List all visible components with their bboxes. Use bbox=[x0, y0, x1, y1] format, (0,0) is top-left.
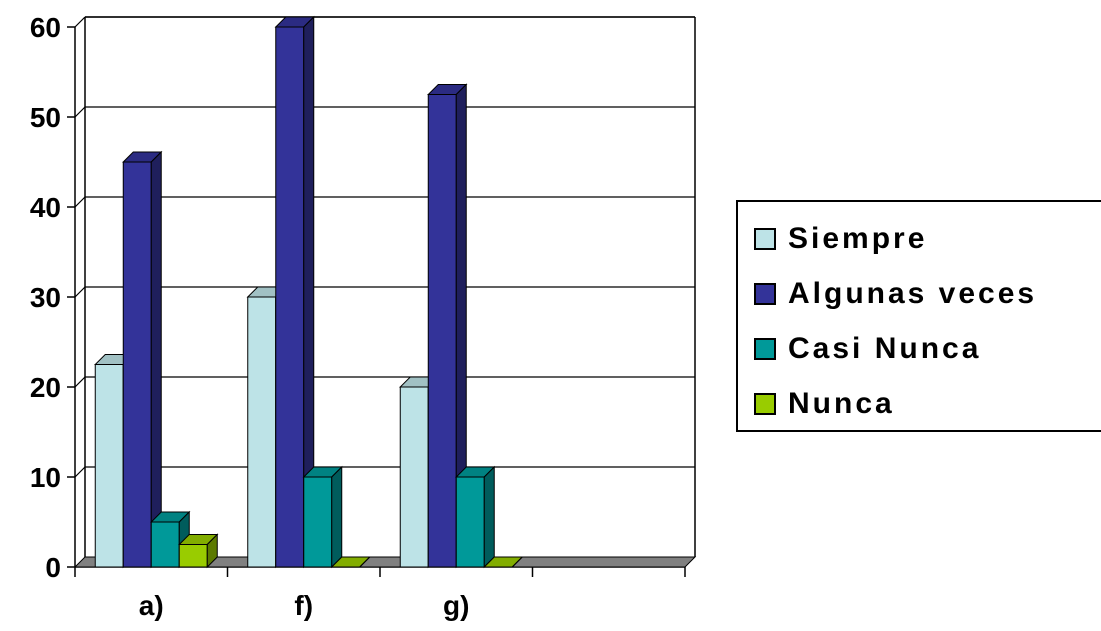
bar-front bbox=[94, 364, 124, 568]
gridline-side bbox=[74, 16, 86, 28]
y-tick-label: 0 bbox=[45, 552, 61, 583]
bar-front bbox=[399, 386, 429, 568]
x-tick-label: a) bbox=[139, 590, 164, 621]
bar-side bbox=[206, 533, 218, 569]
x-tick-label: f) bbox=[294, 590, 313, 621]
bar bbox=[455, 465, 496, 569]
bar bbox=[483, 556, 524, 568]
y-tick-label: 20 bbox=[30, 372, 61, 403]
y-tick-label: 50 bbox=[30, 102, 61, 133]
legend-item-nunca: Nunca bbox=[754, 387, 895, 421]
gridline-side bbox=[74, 196, 86, 208]
x-axis: a) f) g) bbox=[74, 567, 686, 621]
bar bbox=[330, 556, 371, 568]
bar-front bbox=[275, 26, 305, 568]
bar-side bbox=[483, 465, 495, 569]
bar-front bbox=[150, 521, 180, 568]
legend-label-nunca: Nunca bbox=[788, 387, 895, 420]
bar-side bbox=[150, 150, 162, 569]
bar bbox=[274, 15, 315, 569]
legend-item-algunas-veces: Algunas veces bbox=[754, 277, 1037, 311]
bar bbox=[427, 83, 468, 569]
legend: Siempre Algunas veces Casi Nunca Nunca bbox=[736, 200, 1101, 432]
bars bbox=[94, 15, 524, 569]
legend-swatch-nunca bbox=[754, 393, 776, 415]
gridline-side bbox=[74, 376, 86, 388]
legend-label-algunas-veces: Algunas veces bbox=[788, 277, 1038, 310]
bar-front bbox=[178, 544, 208, 568]
bar-front bbox=[303, 476, 333, 568]
bar-side bbox=[331, 465, 343, 569]
legend-swatch-casi-nunca bbox=[754, 338, 776, 360]
bar-front bbox=[122, 161, 152, 568]
legend-label-siempre: Siempre bbox=[788, 222, 928, 255]
plot-frame bbox=[73, 16, 697, 568]
legend-item-casi-nunca: Casi Nunca bbox=[754, 332, 981, 366]
legend-item-siempre: Siempre bbox=[754, 222, 927, 256]
legend-label-casi-nunca: Casi Nunca bbox=[788, 332, 982, 365]
gridline-side bbox=[74, 286, 86, 298]
bar-side bbox=[511, 556, 523, 568]
legend-swatch-algunas-veces bbox=[754, 283, 776, 305]
gridlines bbox=[74, 16, 695, 478]
y-tick-label: 30 bbox=[30, 282, 61, 313]
x-tick-label: g) bbox=[443, 590, 469, 621]
y-tick-label: 40 bbox=[30, 192, 61, 223]
bar-front bbox=[247, 296, 277, 568]
bar bbox=[122, 150, 163, 569]
legend-swatch-siempre bbox=[754, 228, 776, 250]
bar-side bbox=[359, 556, 371, 568]
bar bbox=[302, 465, 343, 569]
gridline-side bbox=[74, 106, 86, 118]
gridline-side bbox=[74, 466, 86, 478]
bar-front bbox=[427, 94, 457, 568]
bar-front bbox=[455, 476, 485, 568]
bar bbox=[178, 533, 219, 569]
y-axis: 0 10 20 30 40 50 60 bbox=[30, 12, 75, 583]
y-tick-label: 10 bbox=[30, 462, 61, 493]
y-tick-label: 60 bbox=[30, 12, 61, 43]
